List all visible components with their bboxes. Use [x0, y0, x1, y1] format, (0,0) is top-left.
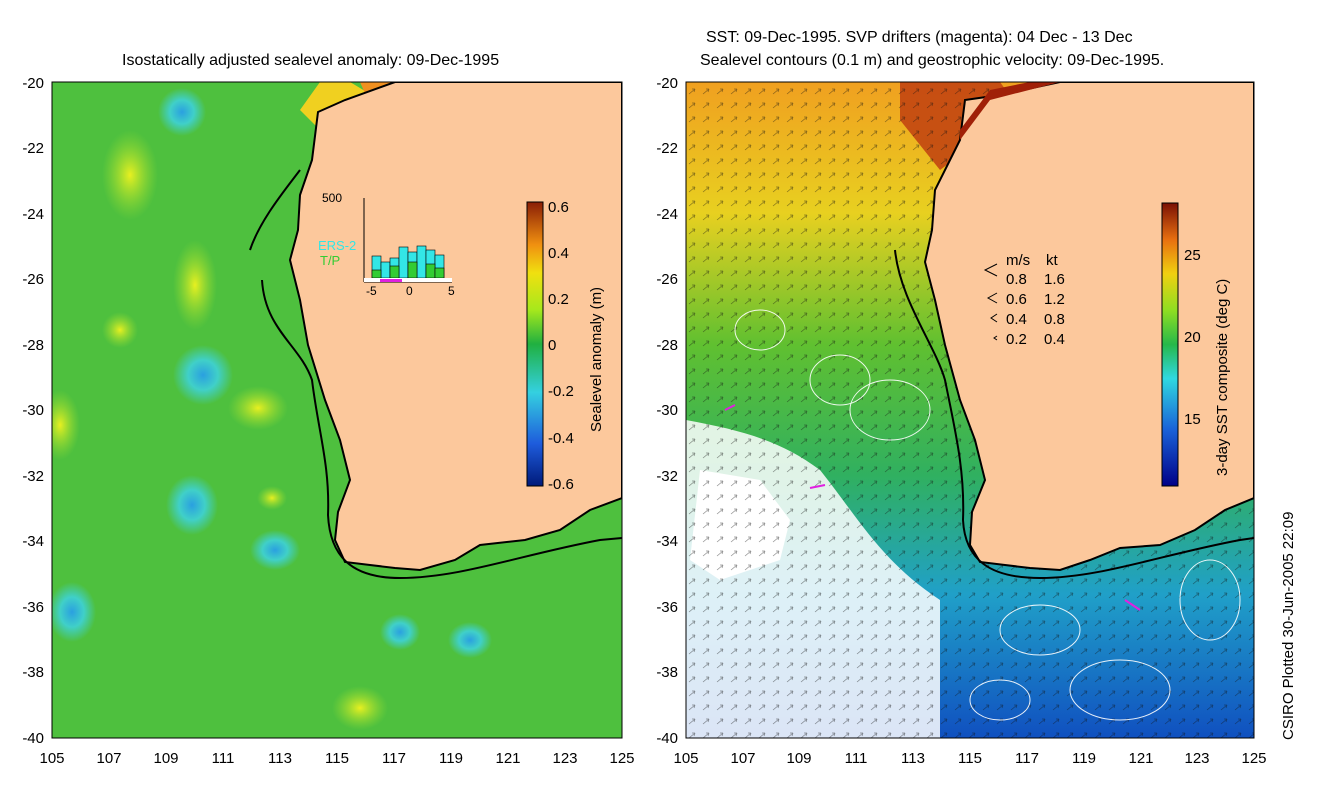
- y-tick-label: -26: [22, 271, 44, 288]
- y-tick-label: -28: [22, 337, 44, 354]
- velocity-ms-value: 0.6: [1006, 291, 1027, 308]
- inset-xtick-0: 0: [406, 284, 413, 298]
- sla-cb-tick: -0.6: [548, 476, 574, 493]
- velocity-header-kt: kt: [1046, 252, 1058, 269]
- sla-cb-tick: 0.6: [548, 199, 569, 216]
- inset-xtick-5: 5: [448, 284, 455, 298]
- y-tick-label: -30: [656, 402, 678, 419]
- x-tick-label: 123: [552, 750, 578, 767]
- inset-tp-label: T/P: [320, 253, 341, 268]
- y-tick-label: -38: [22, 664, 44, 681]
- x-tick-label: 115: [325, 750, 349, 767]
- x-tick-label: 107: [96, 750, 122, 767]
- track-histogram-inset: [363, 198, 452, 283]
- x-tick-label: 117: [382, 750, 406, 767]
- y-tick-label: -32: [22, 468, 44, 485]
- x-tick-label: 125: [1241, 750, 1267, 767]
- sst-colorbar: [1161, 202, 1179, 487]
- velocity-kt-value: 0.8: [1044, 311, 1065, 328]
- x-tick-label: 123: [1184, 750, 1210, 767]
- velocity-legend-arrows: [983, 263, 998, 341]
- x-tick-label: 109: [153, 750, 179, 767]
- sla-cb-tick: -0.4: [548, 430, 574, 447]
- y-tick-label: -24: [22, 206, 44, 223]
- sla-colorbar-label: Sealevel anomaly (m): [588, 286, 605, 432]
- x-tick-label: 111: [211, 750, 235, 767]
- x-tick-label: 117: [1015, 750, 1039, 767]
- x-tick-label: 113: [901, 750, 925, 767]
- inset-ymax-label: 500: [322, 191, 343, 205]
- x-tick-label: 105: [673, 750, 699, 767]
- sla-cb-tick: 0: [548, 337, 557, 354]
- x-tick-label: 125: [609, 750, 635, 767]
- y-tick-label: -20: [656, 75, 678, 92]
- y-tick-label: -28: [656, 337, 678, 354]
- x-tick-label: 121: [495, 750, 521, 767]
- sla-colorbar: [526, 201, 544, 487]
- right-map-title-line1: SST: 09-Dec-1995. SVP drifters (magenta)…: [706, 29, 1133, 46]
- y-tick-label: -30: [22, 402, 44, 419]
- sla-cb-tick: -0.2: [548, 383, 574, 400]
- y-tick-label: -40: [22, 730, 44, 747]
- x-tick-label: 119: [1072, 750, 1096, 767]
- x-tick-label: 121: [1128, 750, 1154, 767]
- y-tick-label: -38: [656, 664, 678, 681]
- x-tick-label: 113: [268, 750, 292, 767]
- x-tick-label: 119: [439, 750, 463, 767]
- y-tick-label: -40: [656, 730, 678, 747]
- x-tick-label: 109: [786, 750, 812, 767]
- velocity-ms-value: 0.8: [1006, 271, 1027, 288]
- y-tick-label: -36: [22, 599, 44, 616]
- velocity-ms-value: 0.2: [1006, 331, 1027, 348]
- y-tick-label: -34: [22, 533, 44, 550]
- left-map-title: Isostatically adjusted sealevel anomaly:…: [122, 52, 500, 69]
- x-tick-label: 115: [958, 750, 982, 767]
- sst-cb-tick: 20: [1184, 329, 1201, 346]
- velocity-header-ms: m/s: [1006, 252, 1031, 269]
- y-tick-label: -20: [22, 75, 44, 92]
- x-tick-label: 107: [730, 750, 756, 767]
- inset-ers2-label: ERS-2: [318, 238, 357, 253]
- x-tick-label: 105: [39, 750, 65, 767]
- velocity-kt-value: 1.2: [1044, 291, 1065, 308]
- right-sst-map: [686, 82, 1254, 738]
- y-tick-label: -24: [656, 206, 678, 223]
- sla-cb-tick: 0.4: [548, 245, 569, 262]
- sla-cb-tick: 0.2: [548, 291, 569, 308]
- sst-cb-tick: 15: [1184, 411, 1201, 428]
- sst-colorbar-label: 3-day SST composite (deg C): [1214, 278, 1231, 476]
- y-tick-label: -34: [656, 533, 678, 550]
- y-tick-label: -26: [656, 271, 678, 288]
- velocity-kt-value: 0.4: [1044, 331, 1065, 348]
- velocity-ms-value: 0.4: [1006, 311, 1027, 328]
- y-tick-label: -36: [656, 599, 678, 616]
- sst-cb-tick: 25: [1184, 247, 1201, 264]
- plot-credit: CSIRO Plotted 30-Jun-2005 22:09: [1280, 511, 1297, 740]
- velocity-kt-value: 1.6: [1044, 271, 1065, 288]
- y-tick-label: -22: [656, 140, 678, 157]
- x-tick-label: 111: [844, 750, 868, 767]
- inset-xtick-neg5: -5: [366, 284, 377, 298]
- right-map-title-line2: Sealevel contours (0.1 m) and geostrophi…: [700, 52, 1165, 69]
- y-tick-label: -32: [656, 468, 678, 485]
- y-tick-label: -22: [22, 140, 44, 157]
